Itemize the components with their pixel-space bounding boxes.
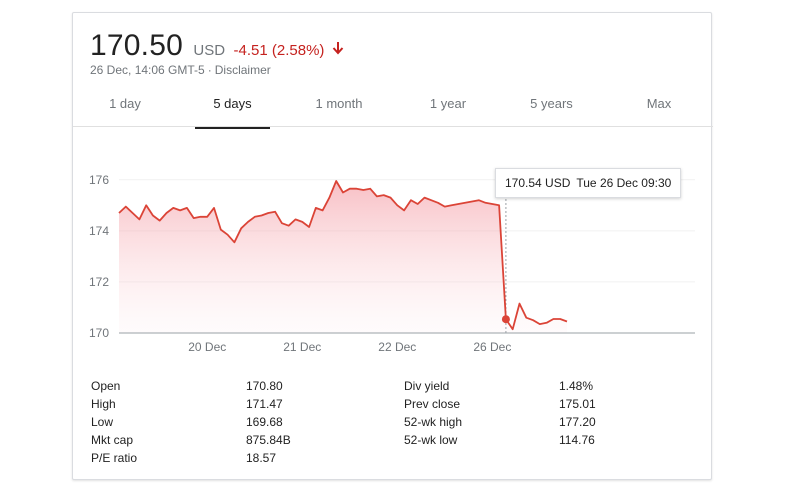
tabs-divider (73, 126, 713, 127)
separator: · (207, 63, 212, 77)
x-tick-label: 20 Dec (188, 340, 226, 354)
tooltip-date: Tue 26 Dec 09:30 (576, 176, 672, 190)
stat-label: Mkt cap (91, 433, 134, 447)
stat-value: 875.84B (246, 433, 291, 447)
stat-value: 169.68 (246, 415, 283, 429)
price-line (118, 180, 568, 331)
x-tick-label: 21 Dec (283, 340, 321, 354)
tab-1-month[interactable]: 1 month (299, 91, 379, 127)
stat-label: Low (91, 415, 114, 429)
price-area (119, 181, 567, 333)
tab-5-years[interactable]: 5 years (514, 91, 589, 127)
tab-max[interactable]: Max (629, 91, 689, 127)
tab-label: Max (646, 96, 672, 111)
y-tick-label: 170 (89, 326, 109, 340)
stat-value: 175.01 (559, 397, 596, 411)
price-chart[interactable]: 170 172 174 176 20 Dec 21 Dec 22 Dec 26 Dec (73, 153, 713, 373)
stat-value: 170.80 (246, 379, 283, 393)
stat-52wk-low: 52-wk low 114.76 (404, 431, 704, 449)
y-tick-label: 172 (89, 275, 109, 289)
stat-high: High 171.47 (91, 395, 391, 413)
stat-label: High (91, 397, 116, 411)
price-row: 170.50 USD -4.51 (2.58%) (90, 29, 344, 63)
stat-label: P/E ratio (91, 451, 138, 465)
tab-label: 5 years (530, 96, 573, 111)
tooltip-value: 170.54 USD (505, 176, 571, 190)
stat-value: 1.48% (559, 379, 594, 393)
current-price: 170.50 (90, 29, 183, 62)
chart-tooltip: 170.54 USD Tue 26 Dec 09:30 (495, 168, 682, 198)
stat-value: 177.20 (559, 415, 596, 429)
timestamp: 26 Dec, 14:06 GMT-5 (90, 63, 205, 77)
y-tick-label: 176 (89, 173, 109, 187)
stat-value: 114.76 (559, 433, 595, 447)
timestamp-line: 26 Dec, 14:06 GMT-5 · Disclaimer (90, 63, 271, 77)
stat-low: Low 169.68 (91, 413, 391, 431)
stat-52wk-high: 52-wk high 177.20 (404, 413, 704, 431)
stat-label: Open (91, 379, 121, 393)
stat-label: Prev close (404, 397, 461, 411)
price-change: -4.51 (2.58%) (233, 42, 325, 59)
stat-div-yield: Div yield 1.48% (404, 377, 704, 395)
x-tick-label: 26 Dec (473, 340, 511, 354)
range-tabs: 1 day 5 days 1 month 1 year 5 years Max (73, 91, 713, 129)
stat-label: 52-wk low (404, 433, 458, 447)
tab-1-year[interactable]: 1 year (413, 91, 483, 127)
stat-prev-close: Prev close 175.01 (404, 395, 704, 413)
cursor-point (501, 315, 510, 324)
stat-mkt-cap: Mkt cap 875.84B (91, 431, 391, 449)
stat-pe-ratio: P/E ratio 18.57 (91, 449, 391, 467)
arrow-down-icon (332, 41, 344, 60)
stat-open: Open 170.80 (91, 377, 391, 395)
stat-label: 52-wk high (404, 415, 463, 429)
tab-underline (195, 126, 270, 129)
stat-value: 18.57 (246, 451, 277, 465)
currency-label: USD (193, 42, 226, 59)
stat-value: 171.47 (246, 397, 283, 411)
stock-card: 170.50 USD -4.51 (2.58%) 26 Dec, 14:06 G… (72, 12, 713, 480)
x-tick-label: 22 Dec (378, 340, 416, 354)
tab-label: 1 month (315, 96, 363, 111)
tab-label: 1 day (109, 96, 141, 111)
disclaimer-link[interactable]: Disclaimer (214, 63, 271, 77)
tab-label: 1 year (429, 96, 467, 111)
tab-5-days[interactable]: 5 days (195, 91, 270, 129)
y-tick-label: 174 (89, 224, 109, 238)
tab-1-day[interactable]: 1 day (90, 91, 160, 127)
tab-label: 5 days (213, 96, 252, 111)
stat-label: Div yield (404, 379, 450, 393)
